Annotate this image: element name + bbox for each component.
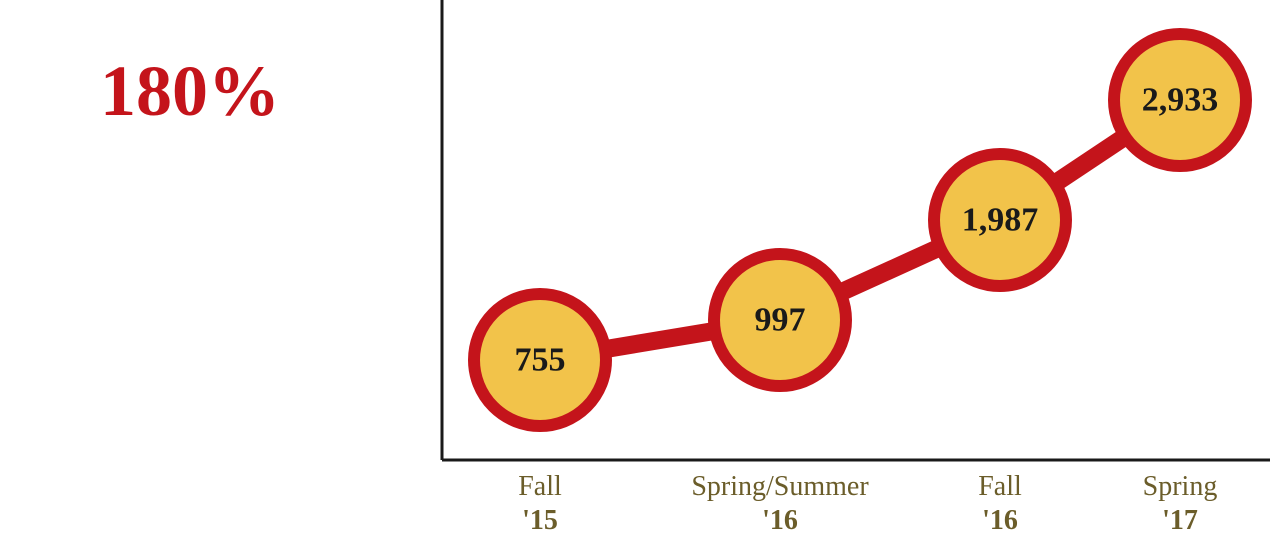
x-axis-season: Spring <box>1040 470 1287 504</box>
trend-line <box>540 100 1180 360</box>
data-point-value: 1,987 <box>962 202 1039 239</box>
x-axis-season: Fall <box>400 470 680 504</box>
growth-line-chart: 755 997 1,987 2,933 <box>0 0 1287 550</box>
x-axis-tick-label: Fall'15 <box>400 470 680 537</box>
data-point-value: 755 <box>515 342 566 379</box>
x-axis-tick-label: Spring'17 <box>1040 470 1287 537</box>
data-point-value: 997 <box>755 302 806 339</box>
x-axis-year: '15 <box>400 504 680 538</box>
data-point-value: 2,933 <box>1142 82 1219 119</box>
data-markers: 755 997 1,987 2,933 <box>474 34 1246 426</box>
infographic-container: 180% 7559971,9872,933 Fall'15Spring/Summ… <box>0 0 1287 550</box>
x-axis-year: '17 <box>1040 504 1287 538</box>
